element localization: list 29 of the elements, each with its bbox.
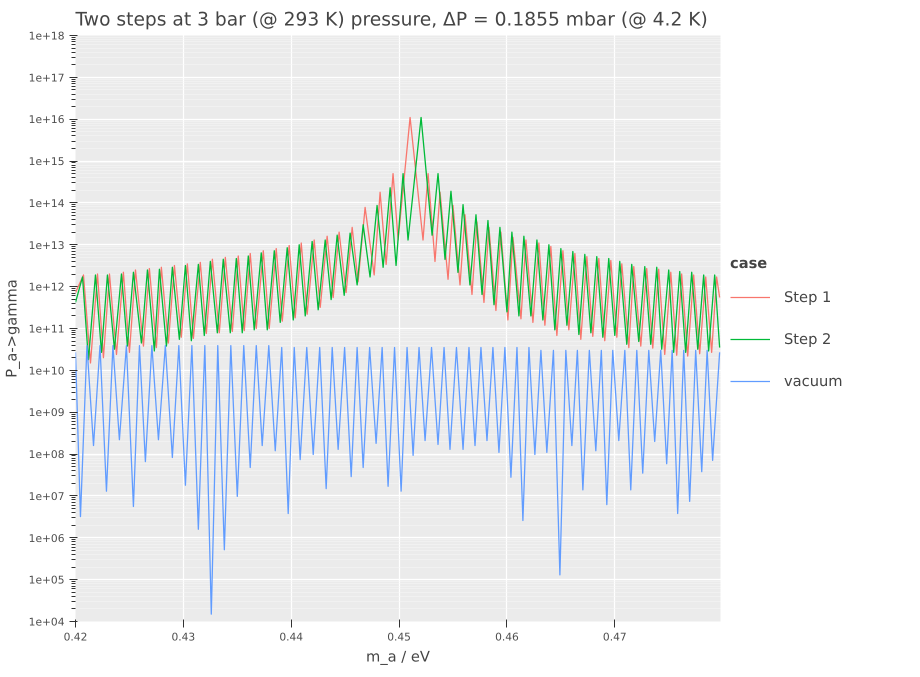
y-tick-label: 1e+07 [28,490,65,503]
chart-title: Two steps at 3 bar (@ 293 K) pressure, ΔP = 0.1855 mbar (@ 4.2 K) [74,10,708,30]
y-tick-label: 1e+17 [28,71,65,84]
legend-label: Step 1 [784,288,832,306]
y-tick-label: 1e+06 [28,532,65,545]
y-tick-label: 1e+18 [28,30,65,42]
x-tick-label: 0.45 [387,630,411,644]
y-tick-label: 1e+10 [28,364,65,378]
y-axis-title: P_a->gamma [4,279,21,378]
y-tick-label: 1e+12 [28,280,65,294]
y-tick-label: 1e+15 [28,155,65,168]
x-tick-label: 0.47 [602,630,627,644]
y-tick-label: 1e+04 [28,616,65,628]
x-axis-title: m_a / eV [366,648,430,666]
y-tick-label: 1e+16 [28,113,65,126]
y-tick-label: 1e+09 [28,406,65,420]
y-tick-label: 1e+08 [28,448,65,462]
y-tick-label: 1e+13 [28,238,65,252]
legend-title: case [730,255,768,272]
legend-label: Step 2 [784,330,832,348]
y-tick-label: 1e+11 [28,322,65,336]
legend-label: vacuum [784,372,843,390]
x-tick-label: 0.43 [171,630,196,644]
x-tick-label: 0.44 [279,630,304,644]
line-series [76,344,720,615]
x-tick-label: 0.46 [495,630,520,644]
x-tick-label: 0.42 [64,630,88,644]
y-tick-label: 1e+14 [28,196,65,210]
y-tick-label: 1e+05 [28,574,65,587]
